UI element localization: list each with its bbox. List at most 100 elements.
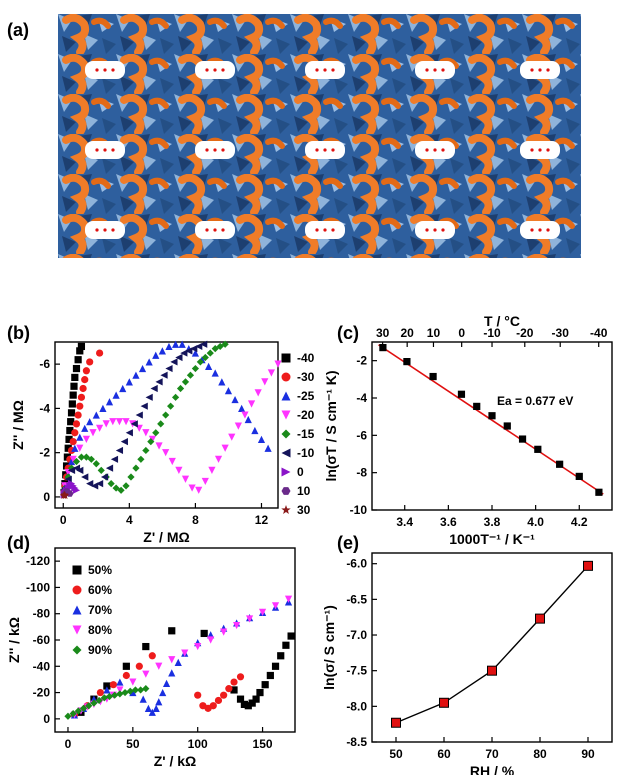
x-tick-label: 4.0: [527, 515, 544, 529]
data-point: [115, 418, 124, 426]
data-point: [224, 387, 233, 395]
x-tick-label: 70: [485, 747, 499, 761]
data-point: [190, 345, 198, 353]
data-point: [261, 681, 269, 689]
legend-label: 30: [297, 503, 311, 517]
data-point: [142, 429, 150, 437]
panel-label-d: (d): [7, 533, 30, 553]
data-point: [228, 433, 236, 441]
data-point: [159, 688, 167, 697]
data-point: [125, 429, 133, 437]
legend-marker: [281, 391, 291, 401]
series-70%: [70, 598, 293, 719]
data-point: [403, 358, 411, 366]
y-tick-label: -6: [39, 357, 50, 371]
pore-dot: [441, 228, 445, 232]
top-tick-label: 10: [427, 326, 441, 340]
x-axis-label: RH / %: [470, 763, 515, 775]
data-point: [252, 695, 260, 703]
data-point: [266, 671, 274, 680]
data-point: [116, 678, 124, 686]
data-point: [214, 455, 223, 463]
data-point: [64, 444, 72, 452]
pore-dot: [95, 148, 99, 152]
legend-marker: [72, 645, 82, 655]
data-point: [221, 340, 229, 348]
pore-dot: [323, 148, 327, 152]
data-point: [102, 420, 110, 428]
data-point: [64, 473, 72, 481]
pore-dot: [425, 68, 429, 72]
data-point: [181, 649, 189, 657]
data-point: [107, 480, 115, 488]
data-point: [110, 455, 119, 463]
y-tick-label: -10: [350, 503, 368, 517]
data-point: [429, 372, 437, 381]
data-point: [105, 398, 114, 406]
data-point: [72, 420, 81, 428]
legend-label: 10: [297, 484, 311, 498]
data-point: [181, 378, 190, 386]
data-point: [168, 656, 176, 664]
data-point: [175, 466, 183, 474]
crystal-structure-image: [58, 14, 581, 258]
legend-marker: [281, 372, 291, 382]
data-point: [86, 418, 94, 426]
y-tick-label: -7.0: [346, 628, 367, 642]
panel-label-a: (a): [7, 20, 29, 40]
legend-marker: [281, 429, 291, 439]
data-point: [131, 686, 140, 694]
y-tick-label: -40: [33, 659, 51, 673]
data-point: [76, 433, 84, 441]
x-tick-label: 4.2: [571, 515, 588, 529]
legend-label: -15: [297, 427, 315, 441]
data-point: [244, 702, 252, 710]
data-point: [271, 602, 280, 610]
data-point: [105, 464, 114, 472]
data-point: [105, 692, 114, 701]
pore-dot: [221, 68, 225, 72]
pore-dot: [331, 68, 335, 72]
data-point: [82, 367, 90, 375]
data-point: [91, 482, 99, 490]
data-point: [208, 466, 216, 474]
data-point: [162, 449, 170, 457]
data-point: [170, 358, 178, 366]
pore-dot: [530, 228, 534, 232]
legend-marker: [72, 585, 82, 595]
data-point: [74, 356, 82, 364]
top-tick-label: -10: [483, 326, 501, 340]
pore-dot: [433, 148, 437, 152]
data-point: [125, 378, 133, 386]
data-point: [116, 686, 124, 694]
data-point: [200, 629, 208, 638]
pore-dot: [441, 68, 445, 72]
top-tick-label: -40: [590, 326, 608, 340]
data-point: [257, 435, 266, 443]
fit-line: [378, 344, 604, 495]
data-point: [487, 665, 497, 676]
data-point: [534, 445, 542, 453]
data-point: [69, 710, 77, 718]
data-point: [245, 615, 254, 623]
pore-dot: [111, 68, 115, 72]
pore-dot: [205, 68, 209, 72]
data-point: [135, 662, 143, 670]
legend-label: 0: [297, 465, 304, 479]
pore-dot: [433, 228, 437, 232]
data-point: [157, 420, 165, 428]
data-point: [148, 435, 157, 443]
data-point: [103, 682, 111, 690]
data-point: [77, 453, 86, 461]
data-point: [234, 422, 242, 430]
series-90%: [64, 685, 150, 720]
data-point: [67, 418, 75, 426]
data-point: [220, 628, 228, 636]
data-point: [220, 691, 228, 699]
data-point: [67, 457, 76, 466]
data-point: [258, 608, 267, 616]
y-tick-label: -8.5: [346, 735, 367, 749]
data-point: [181, 475, 190, 483]
pore-dot: [425, 148, 429, 152]
